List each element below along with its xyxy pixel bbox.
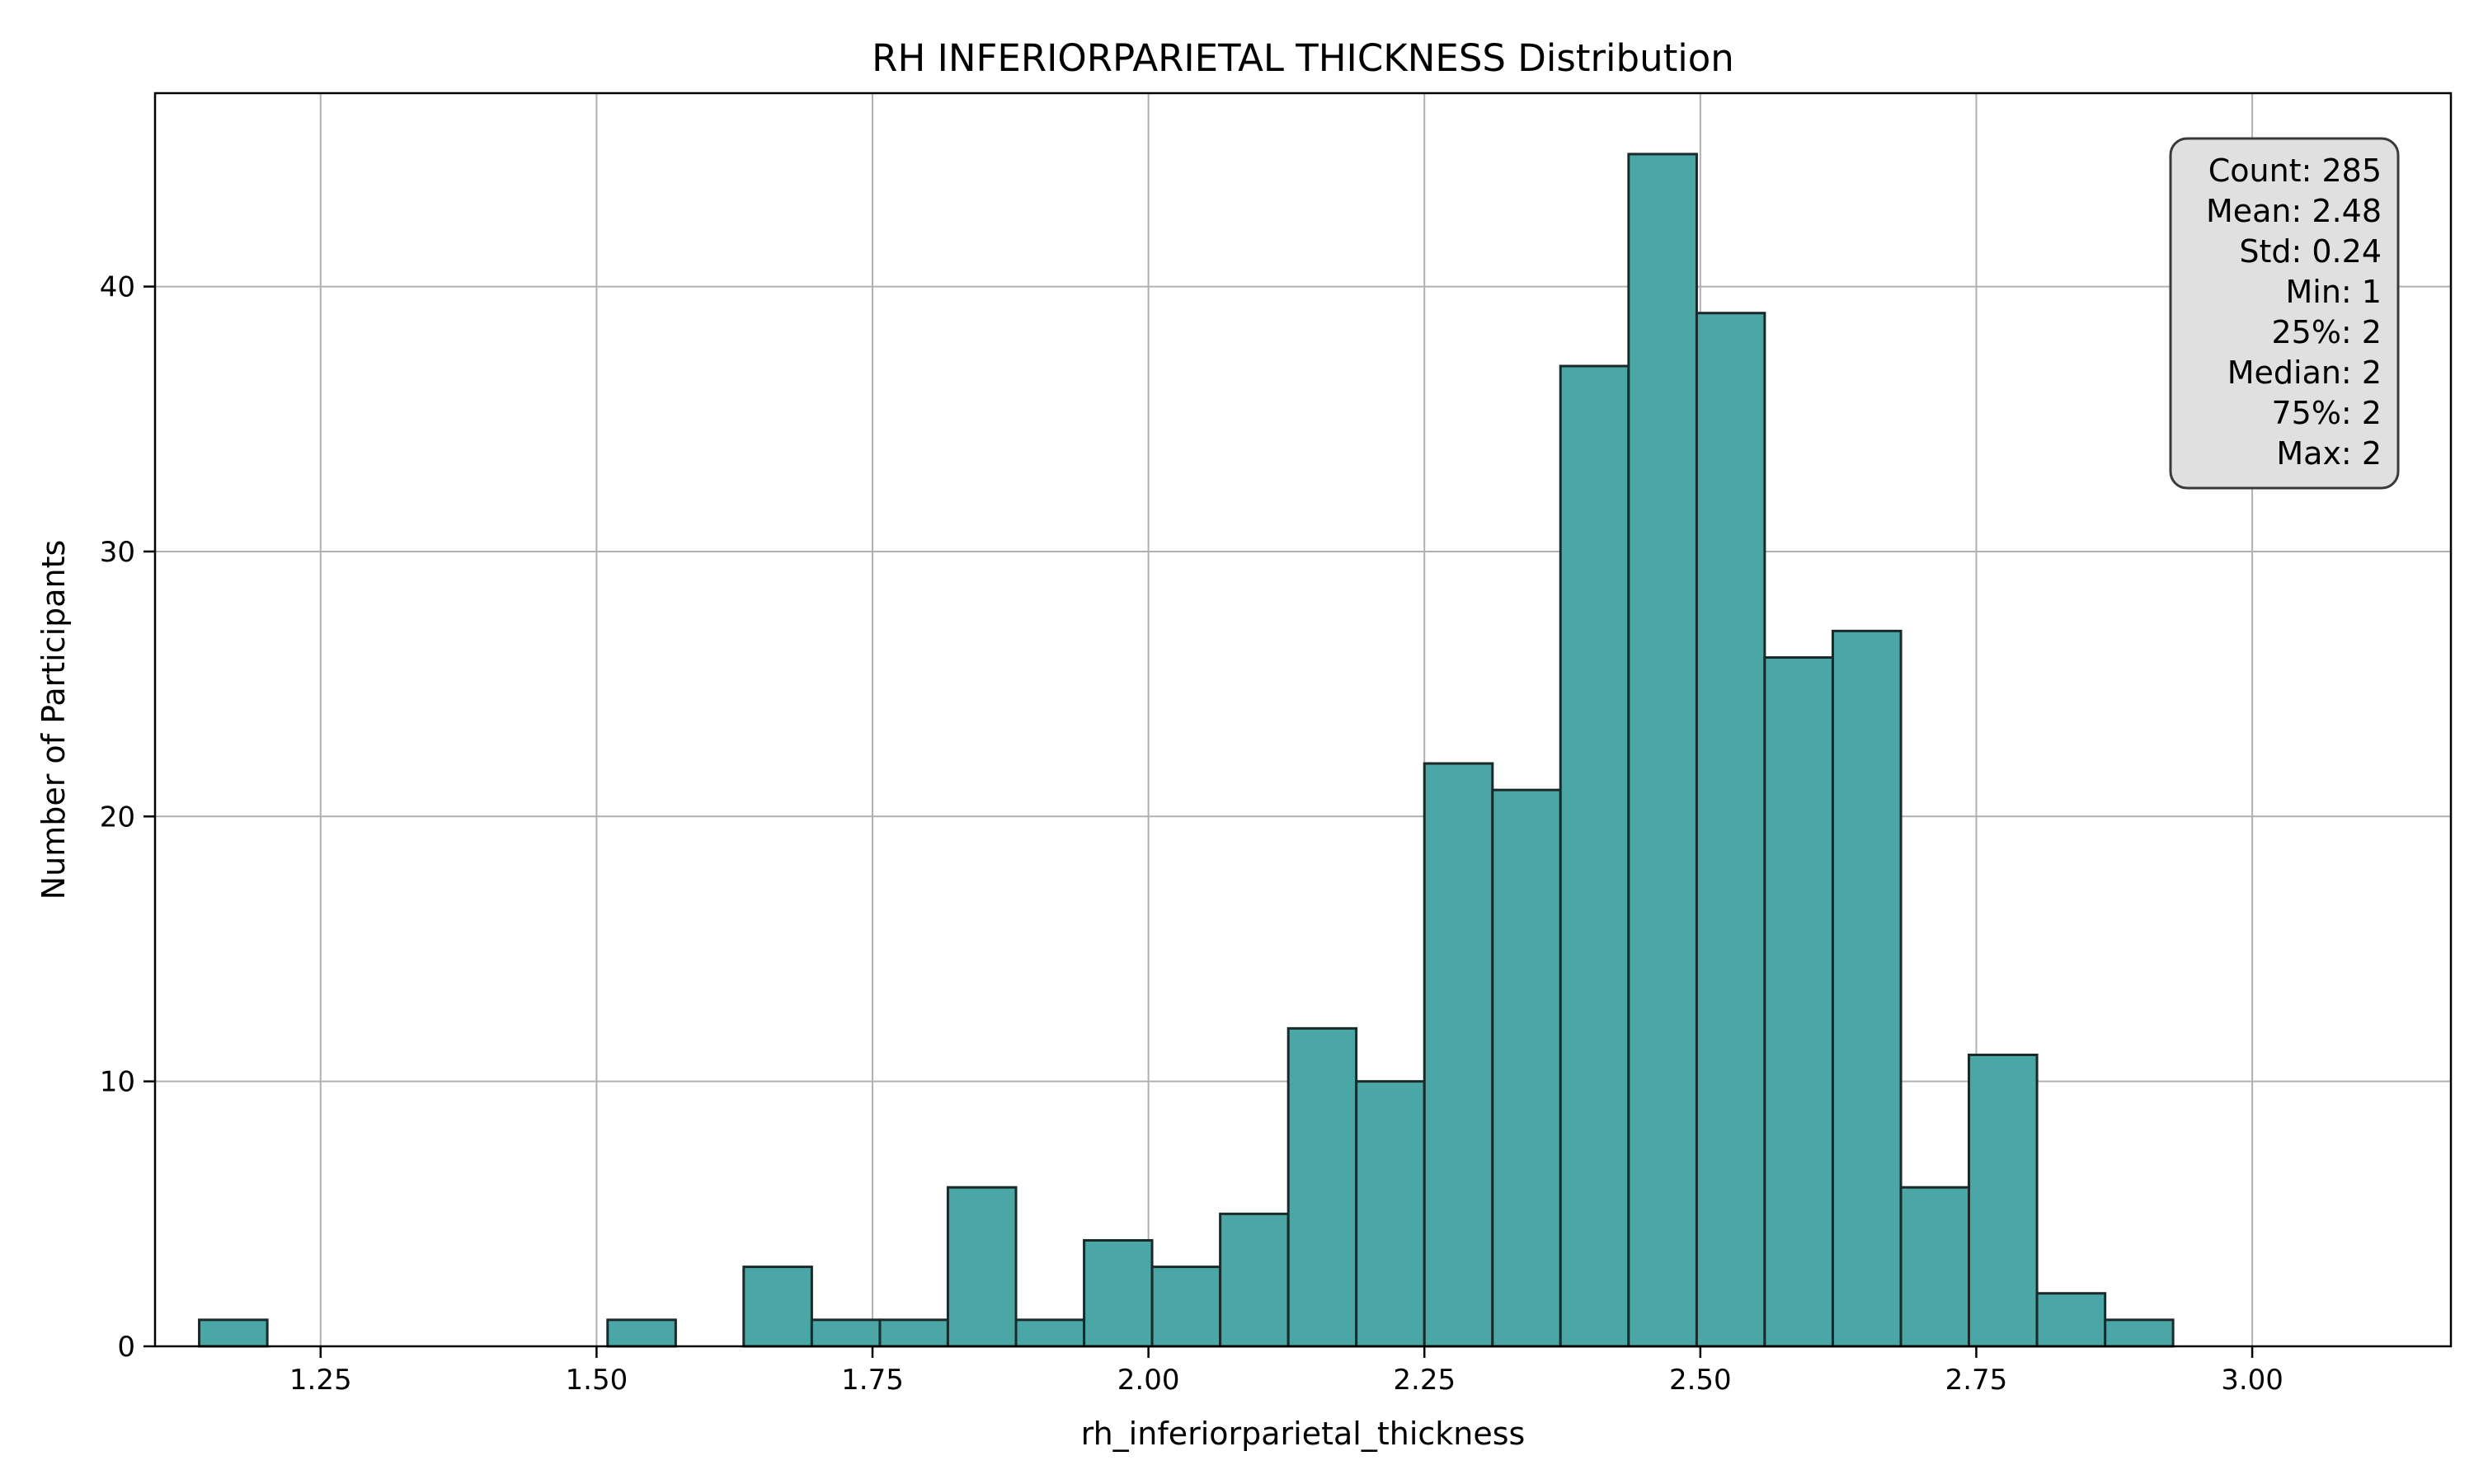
- histogram-bar: [1286, 1026, 1358, 1348]
- stats-line: Count: 285: [2208, 153, 2382, 189]
- plot-frame: [153, 92, 2453, 1348]
- histogram-bar: [1491, 788, 1562, 1348]
- histogram-bar: [742, 1266, 813, 1348]
- histogram-bar: [1083, 1238, 1154, 1348]
- histogram-bar: [1559, 364, 1630, 1348]
- histogram-bars: [198, 153, 2175, 1348]
- histogram-bar: [878, 1318, 949, 1348]
- histogram-bar: [810, 1318, 882, 1348]
- stats-line: Median: 2: [2227, 355, 2382, 391]
- histogram-bar: [1014, 1318, 1086, 1348]
- y-tick-label: 20: [100, 801, 135, 834]
- y-tick-label: 10: [100, 1066, 135, 1099]
- x-tick-label: 1.25: [289, 1364, 352, 1397]
- y-tick-label: 40: [100, 271, 135, 304]
- stats-line: Std: 0.24: [2239, 233, 2382, 270]
- histogram-bar: [1967, 1054, 2039, 1348]
- stats-line: Mean: 2.48: [2206, 193, 2382, 229]
- histogram-bar: [1763, 655, 1834, 1348]
- chart-title: RH INFERIORPARIETAL THICKNESS Distributi…: [872, 36, 1734, 80]
- x-tick-label: 2.75: [1945, 1364, 2008, 1397]
- y-tick-label: 0: [117, 1331, 135, 1364]
- histogram-bar: [2104, 1318, 2175, 1348]
- histogram-bar: [1899, 1186, 1970, 1348]
- x-tick-label: 3.00: [2221, 1364, 2284, 1397]
- stats-box: Count: 285 Mean: 2.48 Std: 0.24 Min: 1 25%: …: [2169, 137, 2400, 490]
- x-axis-label: rh_inferiorparietal_thickness: [1081, 1416, 1526, 1452]
- x-tick-label: 2.25: [1393, 1364, 1456, 1397]
- histogram-bar: [1355, 1080, 1426, 1348]
- histogram-bar: [1219, 1212, 1290, 1348]
- histogram-bar: [1627, 153, 1698, 1348]
- histogram-bar: [946, 1186, 1018, 1348]
- x-tick-label: 2.50: [1669, 1364, 1732, 1397]
- histogram-bar: [1695, 312, 1766, 1348]
- stats-line: Max: 2: [2276, 435, 2382, 472]
- x-tick-label: 1.75: [841, 1364, 904, 1397]
- stats-line: 25%: 2: [2271, 314, 2382, 350]
- histogram-bar: [1150, 1266, 1222, 1348]
- x-tick-label: 1.50: [566, 1364, 628, 1397]
- stats-box-background: [2169, 137, 2400, 490]
- x-tick-label: 2.00: [1117, 1364, 1180, 1397]
- stats-line: 75%: 2: [2271, 395, 2382, 431]
- histogram-bar: [2035, 1292, 2107, 1348]
- histogram-bar: [606, 1318, 677, 1348]
- axis-ticks: 1.25 1.50 1.75 2.00 2.25 2.50 2.75 3.00 0 10 20 30 4…: [100, 271, 2284, 1397]
- y-tick-label: 30: [100, 536, 135, 569]
- histogram-bar: [1423, 762, 1494, 1348]
- stats-line: Min: 1: [2286, 274, 2382, 310]
- histogram-bar: [1831, 629, 1903, 1348]
- y-axis-label: Number of Participants: [35, 540, 72, 900]
- histogram-bar: [198, 1318, 269, 1348]
